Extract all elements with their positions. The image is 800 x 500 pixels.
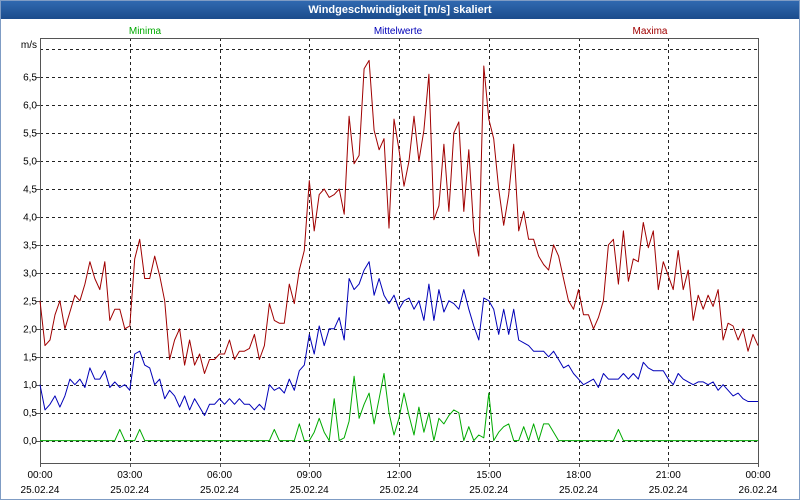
x-tick-date-label: 25.02.24 bbox=[290, 485, 329, 496]
y-axis-unit-label: m/s bbox=[21, 40, 37, 51]
axis-layer: 0,0 0,5 1,0 1,5 2,0 2,5 3,0 3,5 4,0 4,5 5,0 5,5 6,0 6… bbox=[21, 73, 778, 496]
series-layer bbox=[39, 59, 759, 442]
series-line-mittelwerte bbox=[39, 261, 758, 416]
y-tick-label: 0,5 bbox=[23, 408, 37, 419]
y-tick-label: 2,0 bbox=[23, 324, 37, 335]
chart-title-bar: Windgeschwindigkeit [m/s] skaliert bbox=[1, 1, 799, 19]
y-tick-label: 6,5 bbox=[23, 73, 37, 84]
series-line-minima bbox=[40, 373, 758, 442]
legend-label-mittelwerte: Mittelwerte bbox=[374, 26, 423, 37]
legend: Minima Mittelwerte Maxima bbox=[129, 26, 668, 37]
x-tick-time-label: 00:00 bbox=[27, 470, 52, 481]
y-tick-label: 6,0 bbox=[23, 101, 37, 112]
x-tick-date-label: 25.02.24 bbox=[469, 485, 508, 496]
chart-title: Windgeschwindigkeit [m/s] skaliert bbox=[308, 4, 492, 16]
x-tick-time-label: 12:00 bbox=[386, 470, 411, 481]
x-tick-date-label: 26.02.24 bbox=[739, 485, 778, 496]
x-tick-date-label: 25.02.24 bbox=[649, 485, 688, 496]
y-tick-label: 1,0 bbox=[23, 380, 37, 391]
y-tick-label: 4,5 bbox=[23, 184, 37, 195]
legend-label-minima: Minima bbox=[129, 26, 162, 37]
grid-layer bbox=[40, 38, 758, 463]
x-tick-date-label: 25.02.24 bbox=[200, 485, 239, 496]
y-tick-label: 3,5 bbox=[23, 240, 37, 251]
y-tick-label: 2,5 bbox=[23, 296, 37, 307]
x-tick-date-label: 25.02.24 bbox=[559, 485, 598, 496]
x-tick-time-label: 06:00 bbox=[207, 470, 232, 481]
x-tick-time-label: 09:00 bbox=[297, 470, 322, 481]
x-tick-time-label: 00:00 bbox=[745, 470, 770, 481]
x-tick-time-label: 15:00 bbox=[476, 470, 501, 481]
series-line-maxima bbox=[39, 59, 759, 374]
legend-label-maxima: Maxima bbox=[632, 26, 667, 37]
y-tick-label: 5,0 bbox=[23, 157, 37, 168]
y-tick-label: 4,0 bbox=[23, 212, 37, 223]
x-tick-time-label: 18:00 bbox=[566, 470, 591, 481]
x-tick-time-label: 21:00 bbox=[656, 470, 681, 481]
x-tick-date-label: 25.02.24 bbox=[110, 485, 149, 496]
y-tick-label: 1,5 bbox=[23, 352, 37, 363]
y-tick-label: 5,5 bbox=[23, 129, 37, 140]
x-tick-time-label: 03:00 bbox=[117, 470, 142, 481]
y-tick-label: 0,0 bbox=[23, 436, 37, 447]
y-tick-label: 3,0 bbox=[23, 268, 37, 279]
x-tick-date-label: 25.02.24 bbox=[380, 485, 419, 496]
x-tick-date-label: 25.02.24 bbox=[21, 485, 60, 496]
